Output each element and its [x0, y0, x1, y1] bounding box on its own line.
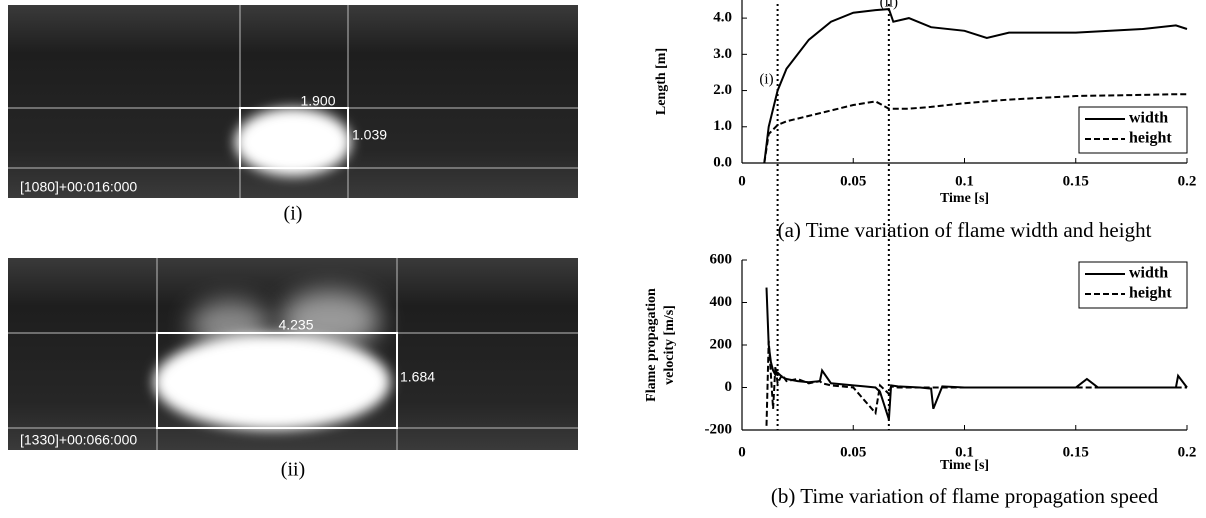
x-axis-title: Time [s]: [940, 191, 989, 206]
annotation: (i): [759, 71, 773, 87]
caption: (b) Time variation of flame propagation …: [771, 484, 1159, 508]
x-tick-label: 0.15: [1063, 444, 1089, 460]
x-tick-label: 0.05: [840, 444, 866, 460]
y-tick-label: 3.0: [713, 46, 732, 62]
y-axis-title: Length [m]: [654, 48, 669, 115]
x-tick-label: 0.1: [955, 173, 974, 189]
data-line: [765, 287, 1188, 420]
y-axis-title: velocity [m/s]: [662, 305, 677, 385]
legend: width height: [1078, 106, 1188, 154]
y-tick-label: 0.0: [713, 154, 732, 170]
chart: -200 0 200 400 600 0 0.05 0.1 0.15 0.2 Time [s] Fla…: [644, 251, 1196, 507]
y-tick-label: 400: [710, 294, 733, 310]
timestamp: [1080]+00:016:000: [20, 179, 137, 195]
photo-label: (ii): [281, 459, 305, 481]
caption: (a) Time variation of flame width and he…: [778, 218, 1152, 242]
x-tick-label: 0: [738, 444, 746, 460]
data-line: [763, 93, 1187, 164]
y-tick-label: 0: [725, 379, 733, 395]
measurement: 4.235: [278, 317, 313, 333]
legend-label: width: [1129, 265, 1168, 282]
measurement: 1.900: [300, 93, 335, 109]
timestamp: [1330]+00:066:000: [20, 432, 137, 448]
photo-label: (i): [284, 203, 303, 225]
legend-box: [1078, 261, 1188, 309]
y-axis-title: Flame propagation: [644, 288, 659, 402]
x-axis-title: Time [s]: [940, 458, 989, 473]
x-tick-label: 0.05: [840, 173, 866, 189]
data-line: [763, 8, 1188, 164]
legend-label: height: [1129, 130, 1172, 147]
x-tick-label: 0.1: [955, 444, 974, 460]
y-tick-label: -200: [705, 421, 733, 437]
x-tick-label: 0.2: [1178, 173, 1197, 189]
photo: [8, 5, 578, 198]
chart: 0.0 1.0 2.0 3.0 4.0 0 0.05 0.1 0.15 0.2 Time [s] Le…: [654, 0, 1196, 242]
y-tick-label: 4.0: [713, 10, 732, 26]
y-tick-label: 600: [710, 251, 733, 267]
y-tick-label: 2.0: [713, 82, 732, 98]
x-tick-label: 0.2: [1178, 444, 1197, 460]
photo: [8, 258, 578, 450]
x-tick-label: 0: [738, 173, 746, 189]
measurement: 1.684: [400, 369, 435, 385]
annotation: (ii): [880, 0, 898, 10]
x-tick-label: 0.15: [1063, 173, 1089, 189]
data-line: [765, 340, 1187, 426]
legend-label: height: [1129, 285, 1172, 302]
y-tick-label: 200: [710, 336, 733, 352]
y-tick-label: 1.0: [713, 118, 732, 134]
legend: width height: [1078, 261, 1188, 309]
measurement: 1.039: [352, 127, 387, 143]
legend-box: [1078, 106, 1188, 154]
legend-label: width: [1129, 110, 1168, 127]
